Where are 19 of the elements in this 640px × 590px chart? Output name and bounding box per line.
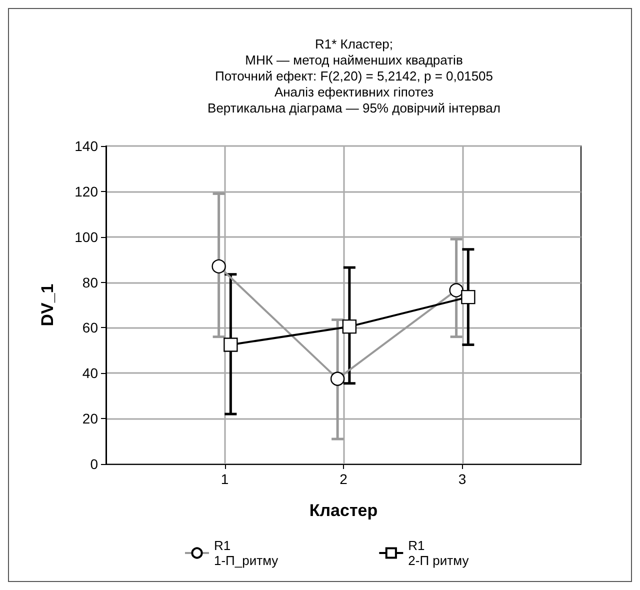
y-tick-label: 80 (82, 274, 98, 290)
legend-label: R1 2-П ритму (408, 538, 470, 568)
y-tick-label: 0 (90, 456, 98, 472)
x-tick-label: 2 (340, 471, 348, 487)
chart-title: R1* Кластер; МНК — метод найменших квадратів Поточний ефект: F(2,20) = 5,2142, p = 0,01505 Аналіз ефективних гіпотез Вертикальна діаграма — 95% довірчий інтервал (208, 36, 500, 116)
y-axis-title: DV_1 (38, 284, 57, 326)
point (461, 290, 476, 304)
point (224, 338, 238, 352)
y-tick-label: 100 (74, 228, 98, 245)
point (342, 319, 357, 334)
x-tick-label: 1 (220, 471, 229, 487)
y-tick-label: 120 (74, 183, 98, 200)
legend-label: R1 1-П_ритму (214, 538, 279, 568)
y-tick-label: 60 (82, 320, 98, 336)
y-tick-label: 140 (74, 138, 98, 154)
y-tick-label: 40 (82, 365, 98, 382)
x-axis-title: Кластер (309, 501, 378, 520)
x-tick-label: 3 (458, 471, 466, 487)
y-tick-label: 20 (82, 410, 98, 427)
